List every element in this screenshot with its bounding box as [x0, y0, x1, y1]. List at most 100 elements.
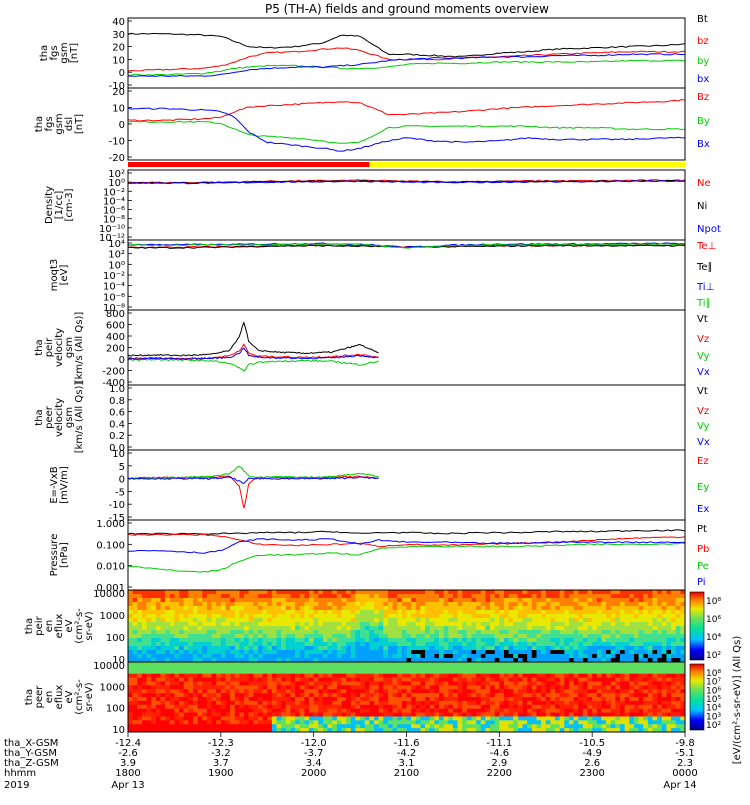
spectrogram-cell	[350, 590, 356, 595]
spectrogram-cell	[285, 654, 291, 659]
spectrogram-cell	[285, 650, 291, 655]
spectrogram-cell	[675, 618, 681, 623]
legend-Pe: Pe	[697, 561, 709, 572]
spectrogram-cell	[476, 720, 482, 725]
spectrogram-cell	[675, 642, 681, 647]
spectrogram-cell	[596, 685, 602, 690]
spectrogram-cell	[652, 662, 658, 667]
spectrogram-cell	[420, 638, 426, 643]
spectrogram-cell	[462, 642, 468, 647]
spectrogram-cell	[499, 638, 505, 643]
spectrogram-cell	[197, 689, 203, 694]
spectrogram-cell	[494, 665, 500, 671]
spectrogram-cell	[132, 614, 138, 619]
spectrogram-cell	[652, 610, 658, 615]
spectrogram-cell	[466, 685, 472, 690]
spectrogram-cell	[541, 681, 547, 686]
spectrogram-cell	[128, 708, 133, 713]
spectrogram-cell	[476, 618, 482, 623]
spectrogram-cell	[573, 712, 579, 717]
spectrogram-cell	[350, 685, 356, 690]
spectrogram-cell	[188, 700, 194, 706]
spectrogram-cell	[155, 728, 161, 733]
spectrogram-cell	[587, 638, 593, 643]
spectrogram-cell	[517, 606, 523, 611]
spectrogram-cell	[220, 669, 226, 674]
spectrogram-cell	[527, 602, 533, 607]
spectrogram-cell	[541, 665, 547, 671]
spectrogram-cell	[661, 708, 667, 713]
spectrogram-cell	[327, 622, 333, 627]
spectrogram-cell	[401, 618, 407, 623]
spectrogram-cell	[141, 704, 147, 709]
spectrogram-cell	[601, 626, 607, 631]
spectrogram-cell	[248, 689, 254, 694]
spectrogram-cell	[438, 669, 444, 674]
spectrogram-cell	[452, 689, 458, 694]
spectrogram-cell	[327, 724, 333, 729]
spectrogram-cell	[671, 646, 677, 651]
spectrogram-cell	[341, 642, 347, 647]
spectrogram-cell	[137, 654, 143, 659]
spectrogram-cell	[350, 681, 356, 686]
spectrogram-cell	[355, 610, 361, 615]
spectrogram-cell	[332, 708, 338, 713]
spectrogram-cell	[387, 630, 393, 635]
spectrogram-cell	[225, 642, 231, 647]
spectrogram-cell	[271, 720, 277, 725]
spectrogram-cell	[536, 630, 542, 635]
spectrogram-cell	[620, 681, 625, 686]
panel-4-ytick-5: -200	[102, 367, 125, 378]
spectrogram-cell	[165, 658, 171, 663]
spectrogram-cell	[132, 697, 138, 702]
spectrogram-cell	[610, 689, 616, 694]
spectrogram-cell	[299, 646, 305, 651]
spectrogram-cell	[211, 712, 217, 717]
spectrogram-cell	[397, 626, 403, 631]
spectrogram-cell	[202, 689, 208, 694]
spectrogram-cell	[192, 697, 198, 702]
spectrogram-cell	[434, 693, 440, 698]
spectrogram-cell	[160, 638, 166, 643]
spectrogram-cell	[346, 646, 352, 651]
spectrogram-cell	[346, 681, 352, 686]
spectrogram-cell	[234, 685, 240, 690]
spectrogram-cell	[536, 642, 542, 647]
spectrogram-cell	[183, 712, 189, 717]
spectrogram-cell	[434, 630, 440, 635]
spectrogram-cell	[680, 673, 686, 678]
spectrogram-cell	[494, 662, 500, 667]
spectrogram-cell	[169, 669, 175, 674]
spectrogram-cell	[318, 590, 324, 595]
spectrogram-cell	[271, 728, 277, 733]
spectrogram-cell	[629, 712, 635, 717]
spectrogram-cell	[513, 689, 519, 694]
spectrogram-cell	[220, 662, 226, 667]
spectrogram-cell	[378, 598, 384, 603]
spectrogram-cell	[206, 650, 212, 655]
spectrogram-cell	[503, 638, 509, 643]
spectrogram-cell	[285, 677, 291, 682]
legend-Ez: Ez	[697, 456, 709, 467]
spectrogram-cell	[341, 689, 347, 694]
spectrogram-cell	[615, 700, 621, 706]
spectrogram-cell	[336, 618, 342, 623]
spectrogram-cell	[448, 689, 454, 694]
spectrogram-cell	[411, 712, 417, 717]
spectrogram-cell	[675, 598, 681, 603]
spectrogram-cell	[336, 689, 342, 694]
spectrogram-cell	[462, 716, 468, 721]
spectrogram-cell	[360, 728, 366, 733]
spectrogram-cell	[420, 700, 426, 706]
spectrogram-cell	[332, 618, 338, 623]
spectrogram-cell	[675, 622, 681, 627]
spectrogram-cell	[183, 704, 189, 709]
spectrogram-cell	[438, 665, 444, 671]
spectrogram-cell	[341, 708, 347, 713]
spectrogram-cell	[587, 626, 593, 631]
spectrogram-cell	[341, 669, 347, 674]
spectrogram-cell	[564, 662, 570, 667]
spectrogram-cell	[522, 681, 528, 686]
spectrogram-cell	[346, 622, 352, 627]
